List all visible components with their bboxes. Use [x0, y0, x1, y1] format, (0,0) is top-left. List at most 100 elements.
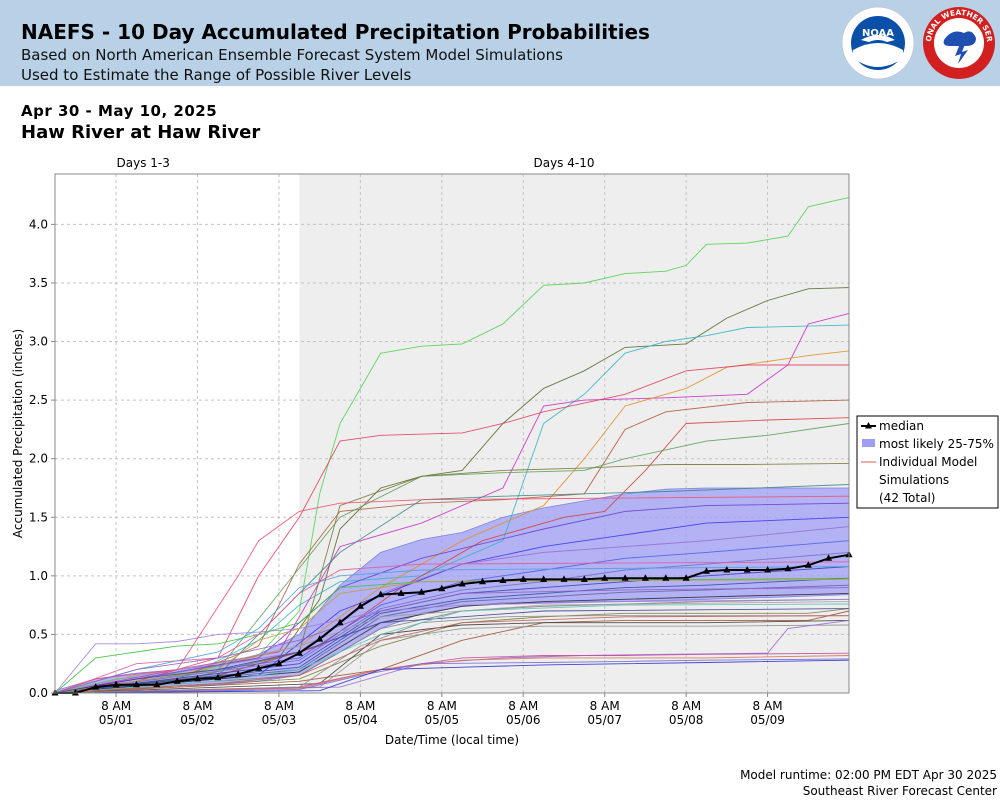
member-line-16: [54, 551, 850, 694]
x-tick-label-date: 05/03: [262, 713, 297, 727]
median-point: [641, 574, 649, 581]
median-point: [112, 680, 120, 688]
x-tick-label-date: 05/05: [425, 713, 460, 727]
member-line-32: [54, 598, 850, 694]
period-label: Days 1-3: [117, 156, 170, 170]
member-line-37: [54, 601, 850, 694]
member-line-18: [54, 577, 850, 694]
member-line-30: [54, 659, 850, 694]
x-tick-label-time: 8 AM: [753, 699, 783, 713]
y-tick-label: 1.5: [29, 510, 48, 524]
member-line-8: [54, 417, 850, 694]
member-line-1: [54, 196, 850, 694]
member-line-36: [54, 578, 850, 694]
member-line-39: [54, 495, 850, 694]
median-point: [92, 683, 100, 690]
y-tick-label: 4.0: [29, 217, 48, 231]
x-axis-title: Date/Time (local time): [385, 733, 519, 747]
x-tick-label-date: 05/01: [99, 713, 134, 727]
x-tick-label-date: 05/09: [750, 713, 785, 727]
legend-members-label-2: Simulations: [879, 473, 949, 487]
member-line-21: [54, 598, 850, 694]
location-title: Haw River at Haw River: [21, 122, 261, 143]
median-point: [336, 618, 344, 626]
member-line-33: [54, 577, 850, 694]
nws-logo: NATIONAL WEATHER SERVICE: [922, 6, 995, 79]
page-subtitle-1: Based on North American Ensemble Forecas…: [21, 46, 563, 64]
legend-median-label: median: [879, 419, 924, 433]
median-point: [295, 649, 303, 656]
x-tick-label-time: 8 AM: [264, 699, 294, 713]
x-tick-label-time: 8 AM: [671, 699, 701, 713]
x-tick-label-time: 8 AM: [183, 699, 213, 713]
page-title: NAEFS - 10 Day Accumulated Precipitation…: [21, 20, 650, 44]
median-line: [55, 553, 850, 694]
median-point: [580, 575, 588, 582]
forecast-center: Southeast River Forecast Center: [802, 784, 997, 798]
median-point: [438, 584, 446, 592]
member-line-40: [54, 587, 850, 694]
y-tick-label: 1.0: [29, 569, 48, 583]
x-tick-label-date: 05/02: [180, 713, 215, 727]
y-tick-label: 0.5: [29, 627, 48, 641]
median-point: [804, 561, 812, 568]
median-point: [397, 589, 405, 596]
median-point: [479, 577, 486, 585]
page-subtitle-2: Used to Estimate the Range of Possible R…: [21, 66, 412, 84]
x-tick-label-date: 05/07: [587, 713, 622, 727]
x-tick-label-time: 8 AM: [508, 699, 538, 713]
chart-legend: median most likely 25-75% Individual Mod…: [856, 415, 999, 509]
member-line-34: [54, 561, 850, 694]
model-runtime: Model runtime: 02:00 PM EDT Apr 30 2025: [740, 768, 997, 782]
median-point: [356, 602, 364, 609]
x-tick-label-time: 8 AM: [101, 699, 131, 713]
member-line-35: [54, 566, 850, 694]
median-point: [275, 659, 283, 667]
member-line-3: [54, 324, 850, 694]
median-point: [132, 680, 140, 688]
median-point: [519, 575, 527, 582]
member-line-15: [54, 540, 850, 694]
median-point: [703, 567, 710, 574]
y-tick-label: 0.0: [29, 686, 48, 700]
member-line-19: [54, 584, 850, 694]
median-point: [173, 677, 181, 684]
legend-band-swatch: [862, 439, 875, 447]
median-point: [601, 574, 609, 581]
median-point: [153, 680, 161, 688]
member-line-31: [54, 615, 849, 694]
member-line-6: [54, 364, 849, 694]
legend-median-marker: [865, 422, 872, 429]
legend-members-label-1: Individual Model: [879, 455, 977, 469]
median-point: [71, 689, 79, 696]
y-tick-label: 3.0: [29, 335, 48, 349]
median-point: [540, 575, 548, 582]
y-tick-label: 3.5: [29, 276, 48, 290]
median-point: [723, 566, 731, 573]
noaa-logo: NOAA: [841, 6, 915, 80]
member-line-7: [54, 399, 850, 694]
legend-box: [856, 415, 999, 509]
legend-band-label: most likely 25-75%: [879, 437, 994, 451]
median-point: [560, 575, 568, 582]
median-point: [825, 554, 833, 561]
y-tick-label: 2.0: [29, 452, 48, 466]
member-line-29: [54, 658, 850, 694]
date-range: Apr 30 - May 10, 2025: [21, 102, 218, 120]
x-tick-label-time: 8 AM: [590, 699, 620, 713]
y-tick-label: 2.5: [29, 393, 48, 407]
median-point: [377, 590, 385, 598]
member-lines: [54, 196, 850, 694]
y-axis-title: Accumulated Precipitation (inches): [11, 329, 25, 538]
median-point: [499, 576, 507, 583]
median-layer: [51, 550, 853, 696]
median-point: [316, 635, 324, 642]
median-point: [764, 566, 772, 573]
x-tick-label-time: 8 AM: [427, 699, 457, 713]
median-point: [255, 664, 263, 671]
median-point: [784, 564, 792, 572]
member-line-41: [54, 603, 850, 694]
median-point: [662, 574, 670, 581]
